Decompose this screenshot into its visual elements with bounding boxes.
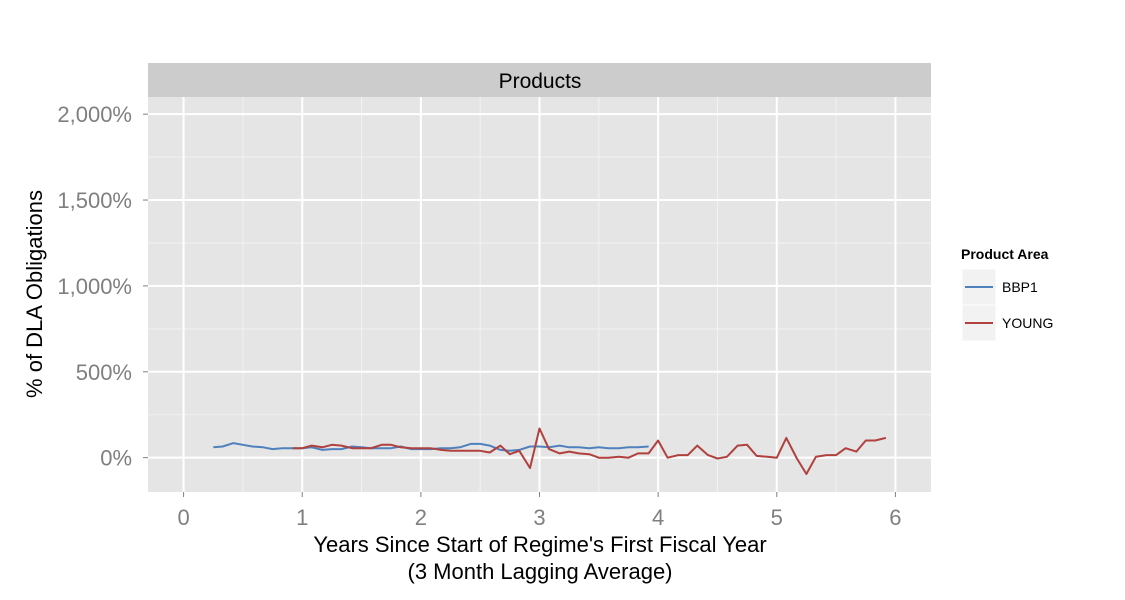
y-tick-label: 500% bbox=[76, 360, 132, 385]
x-axis-title-line2: (3 Month Lagging Average) bbox=[408, 559, 673, 584]
x-axis-title-line1: Years Since Start of Regime's First Fisc… bbox=[313, 532, 766, 557]
x-tick-label: 0 bbox=[177, 505, 189, 530]
legend: Product Area BBP1 YOUNG bbox=[961, 246, 1053, 342]
legend-label: YOUNG bbox=[1002, 315, 1053, 331]
x-tick-label: 4 bbox=[652, 505, 664, 530]
y-tick-label: 1,500% bbox=[57, 188, 132, 213]
axis-tick-labels: 0 1 2 3 4 5 6 0% 500% 1,000% 1,500% 2,000% bbox=[57, 102, 901, 530]
series-line-young bbox=[292, 427, 887, 475]
legend-item-young: YOUNG bbox=[961, 304, 1053, 342]
legend-item-bbp1: BBP1 bbox=[961, 268, 1038, 306]
y-tick-label: 0% bbox=[100, 446, 132, 471]
gridlines bbox=[148, 97, 931, 492]
facet-title: Products bbox=[499, 70, 582, 93]
legend-title: Product Area bbox=[961, 246, 1049, 262]
facet-strip bbox=[148, 63, 931, 97]
y-tick-label: 1,000% bbox=[57, 274, 132, 299]
legend-label: BBP1 bbox=[1002, 279, 1038, 295]
axis-ticks bbox=[143, 113, 896, 497]
x-tick-label: 2 bbox=[415, 505, 427, 530]
x-tick-label: 3 bbox=[533, 505, 545, 530]
y-axis-title: % of DLA Obligations bbox=[22, 190, 47, 398]
y-tick-label: 2,000% bbox=[57, 102, 132, 127]
x-tick-label: 1 bbox=[296, 505, 308, 530]
x-tick-label: 5 bbox=[771, 505, 783, 530]
legend-items: BBP1 YOUNG bbox=[961, 268, 1053, 342]
series-lines bbox=[213, 427, 887, 475]
x-tick-label: 6 bbox=[889, 505, 901, 530]
